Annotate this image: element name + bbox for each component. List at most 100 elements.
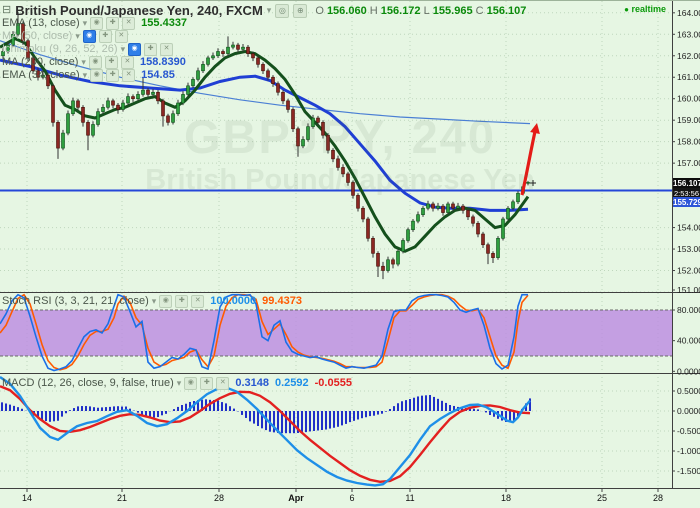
svg-text:164.000: 164.000	[677, 8, 700, 18]
eye-icon[interactable]: ◉	[159, 294, 173, 308]
svg-text:18: 18	[501, 493, 511, 503]
svg-text:-1.0000: -1.0000	[677, 446, 700, 456]
macd-pane	[0, 376, 531, 487]
indicator-legend-stoch-rsi[interactable]: Stoch RSI (3, 3, 21, 21, close) ▾ ◉ ✚ ✕ …	[2, 294, 302, 308]
svg-text:21: 21	[117, 493, 127, 503]
eye-icon[interactable]: ◉	[184, 376, 198, 390]
indicator-legend-ema34[interactable]: EMA (34, close) ▾ ◉ ✚ ✕ 154.85	[2, 68, 175, 82]
indicator-name: Stoch RSI (3, 3, 21, 21, close)	[2, 295, 149, 307]
close-icon[interactable]: ✕	[122, 68, 136, 82]
eye-icon[interactable]: ◉	[90, 16, 104, 30]
high-label: H	[369, 4, 378, 17]
stoch-k-value: 100.0000	[210, 295, 257, 307]
chevron-down-icon[interactable]: ▾	[120, 43, 126, 54]
chevron-down-icon[interactable]: ▾	[81, 56, 86, 67]
chevron-down-icon[interactable]: ▾	[266, 5, 272, 15]
ohlc-readout: O 156.060 H 156.172 L 155.965 C 156.107	[315, 5, 526, 17]
close-icon[interactable]: ✕	[120, 55, 134, 69]
svg-text:160.000: 160.000	[677, 94, 700, 104]
svg-text:6: 6	[349, 493, 354, 503]
indicator-value: 155.4337	[141, 17, 188, 29]
macd-hist-value: 0.3148	[235, 377, 269, 389]
settings-icon[interactable]: ✚	[104, 55, 118, 69]
eye-icon[interactable]: ◉	[88, 55, 102, 69]
drawing-arrow	[520, 123, 540, 196]
chart-header[interactable]: ⊟ British Pound/Japanese Yen, 240, FXCM …	[2, 3, 526, 18]
macd-signal-value: -0.0555	[314, 377, 352, 389]
panel-frame	[0, 1, 700, 489]
settings-icon[interactable]: ✚	[98, 29, 112, 43]
candlesticks	[1, 11, 530, 280]
svg-text:25: 25	[597, 493, 607, 503]
indicator-legend-ma50[interactable]: MA (50, close) ▾ ◉ ✚ ✕	[2, 29, 128, 43]
close-icon[interactable]: ✕	[114, 29, 128, 43]
svg-text:0.0000: 0.0000	[677, 406, 700, 416]
svg-text:0.0000: 0.0000	[677, 366, 700, 376]
crosshair-plus-marker	[530, 180, 536, 186]
settings-icon[interactable]: ✚	[200, 376, 214, 390]
collapse-panel-icon[interactable]: ⊟	[2, 4, 12, 16]
eye-icon[interactable]: ◉	[128, 42, 142, 56]
svg-text:28: 28	[653, 493, 663, 503]
chevron-down-icon[interactable]: ▾	[82, 69, 88, 80]
close-label: C	[475, 4, 484, 17]
bar-countdown-badge: 2:53:56	[673, 188, 700, 198]
svg-text:161.000: 161.000	[677, 72, 700, 82]
settings-icon[interactable]: ⊕	[293, 3, 308, 18]
low-value: 155.965	[432, 4, 473, 17]
indicator-name: MA (50, close)	[2, 30, 73, 42]
chevron-down-icon[interactable]: ▾	[151, 295, 157, 306]
close-icon[interactable]: ✕	[191, 294, 205, 308]
chevron-down-icon[interactable]: ▾	[75, 30, 80, 41]
symbol-title[interactable]: British Pound/Japanese Yen, 240, FXCM	[15, 3, 263, 18]
macd-line-value: 0.2592	[274, 377, 309, 389]
time-axis[interactable]: 14 21 28 Apr 6 11 18 25 28	[22, 489, 663, 503]
svg-text:11: 11	[405, 493, 414, 503]
main-pane	[0, 11, 672, 280]
svg-text:162.000: 162.000	[677, 51, 700, 61]
chevron-down-icon[interactable]: ▾	[82, 17, 88, 28]
indicator-legend-macd[interactable]: MACD (12, 26, close, 9, false, true) ▾ ◉…	[2, 376, 352, 390]
close-value: 156.107	[486, 4, 527, 17]
close-icon[interactable]: ✕	[122, 16, 136, 30]
svg-text:80.0000: 80.0000	[677, 305, 700, 315]
svg-text:Apr: Apr	[288, 493, 304, 503]
svg-text:157.000: 157.000	[677, 158, 700, 168]
indicator-value: 158.8390	[139, 56, 186, 68]
eye-icon[interactable]: ◉	[82, 29, 96, 43]
eye-icon[interactable]: ◎	[275, 3, 290, 18]
settings-icon[interactable]: ✚	[106, 68, 120, 82]
svg-text:14: 14	[22, 493, 32, 503]
settings-icon[interactable]: ✚	[106, 16, 120, 30]
chevron-down-icon[interactable]: ▾	[176, 377, 182, 388]
price-axis[interactable]: 164.000 163.000 162.000 161.000 160.000 159.0…	[672, 8, 700, 476]
close-icon[interactable]: ✕	[216, 376, 230, 390]
svg-text:40.0000: 40.0000	[677, 336, 700, 346]
svg-text:158.000: 158.000	[677, 137, 700, 147]
indicator-legend-ema13[interactable]: EMA (13, close) ▾ ◉ ✚ ✕ 155.4337	[2, 16, 188, 30]
low-label: L	[423, 4, 430, 17]
eye-icon[interactable]: ◉	[90, 68, 104, 82]
svg-text:163.000: 163.000	[677, 29, 700, 39]
indicator-legend-ichimoku[interactable]: Ichimoku (9, 26, 52, 26) ▾ ◉ ✚ ✕	[2, 42, 174, 56]
price-line-badge: 155.729	[673, 197, 700, 207]
svg-text:153.000: 153.000	[677, 244, 700, 254]
svg-text:28: 28	[214, 493, 224, 503]
ema34-line	[0, 58, 529, 212]
svg-text:159.000: 159.000	[677, 115, 700, 125]
realtime-status: ● realtime	[624, 4, 666, 14]
indicator-value: 154.85	[141, 69, 175, 81]
settings-icon[interactable]: ✚	[175, 294, 189, 308]
close-icon[interactable]: ✕	[160, 42, 174, 56]
indicator-legend-ma200[interactable]: MA (200, close) ▾ ◉ ✚ ✕ 158.8390	[2, 55, 186, 69]
indicator-name: EMA (34, close)	[2, 69, 80, 81]
indicator-name: MA (200, close)	[2, 56, 79, 68]
settings-icon[interactable]: ✚	[144, 42, 158, 56]
realtime-label: realtime	[631, 4, 666, 14]
stoch-d-value: 99.4373	[262, 295, 302, 307]
